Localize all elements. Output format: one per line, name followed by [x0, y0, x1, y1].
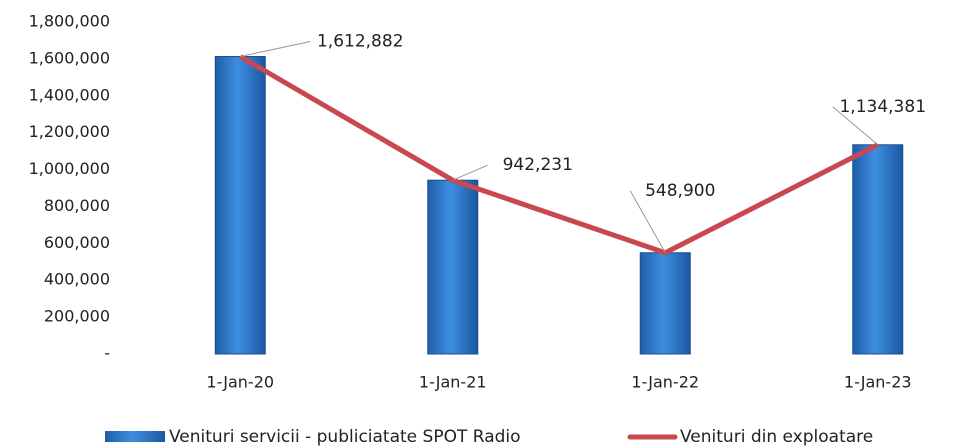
y-tick-label: - [104, 344, 110, 363]
y-tick-label: 600,000 [44, 233, 110, 252]
y-tick-label: 1,200,000 [29, 122, 110, 141]
bar [852, 144, 904, 355]
y-tick-label: 200,000 [44, 307, 110, 326]
leader-line [452, 164, 488, 181]
bar [639, 252, 691, 355]
x-tick-label: 1-Jan-21 [419, 373, 487, 392]
data-label: 1,612,882 [317, 32, 404, 52]
legend-label: Venituri servicii - publiciatate SPOT Ra… [169, 427, 521, 447]
bar [214, 56, 266, 355]
y-tick-label: 1,800,000 [29, 12, 110, 31]
x-tick-label: 1-Jan-20 [206, 373, 274, 392]
legend-label: Venituri din exploatare [680, 427, 873, 447]
data-label: 1,134,381 [839, 97, 926, 117]
data-label: 942,231 [503, 155, 573, 175]
data-label: 548,900 [645, 181, 715, 201]
y-tick-label: 1,600,000 [29, 48, 110, 67]
y-tick-label: 1,000,000 [29, 159, 110, 178]
leader-line [629, 190, 666, 254]
leader-line [240, 41, 311, 58]
bar [427, 179, 479, 355]
line-series [238, 54, 879, 256]
y-tick-label: 400,000 [44, 270, 110, 289]
leader-line [832, 106, 879, 146]
y-tick-label: 1,400,000 [29, 85, 110, 104]
x-tick-label: 1-Jan-23 [844, 373, 912, 392]
y-tick-label: 800,000 [44, 196, 110, 215]
x-tick-label: 1-Jan-22 [631, 373, 699, 392]
legend-swatch [105, 431, 165, 442]
